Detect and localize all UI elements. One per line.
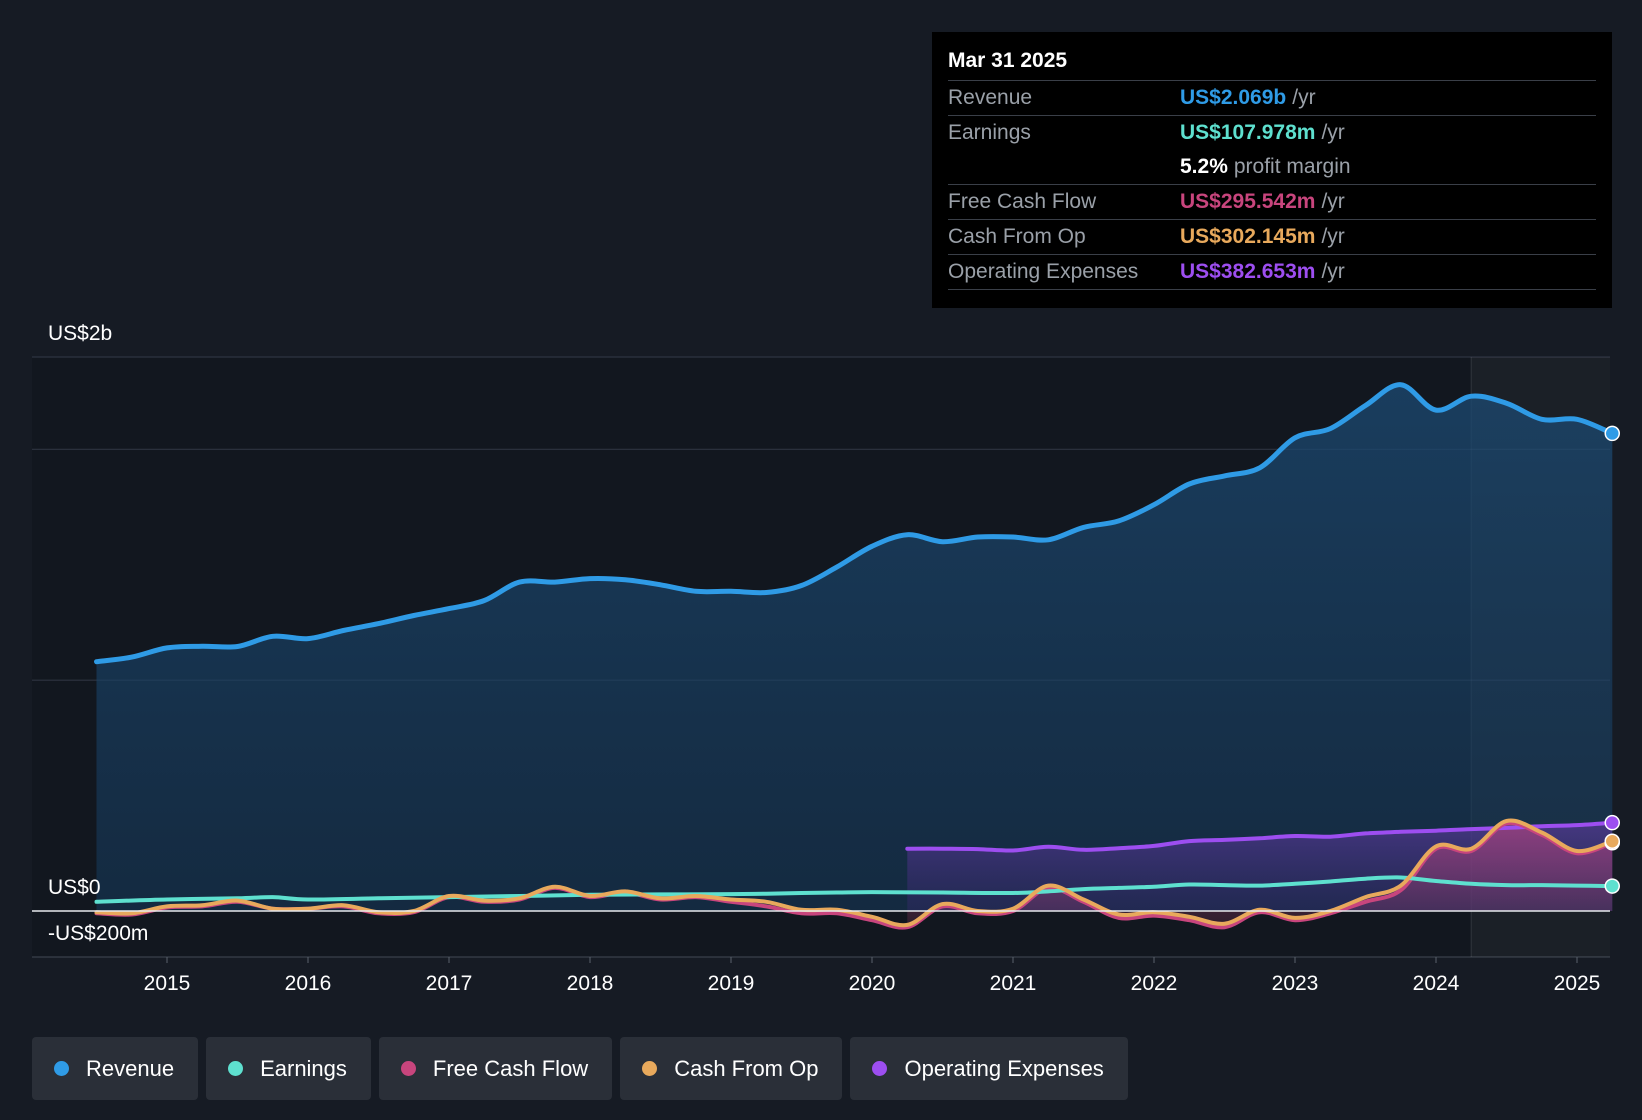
x-tick-label: 2020 [849, 972, 896, 995]
tooltip-value: US$302.145m [1180, 225, 1316, 248]
financial-chart: 2015 2016 2017 2018 2019 2020 2021 2022 2023 2024… [32, 322, 1620, 995]
earnings-endpoint [1604, 878, 1620, 894]
x-tick-label: 2023 [1272, 972, 1319, 995]
legend-label: Cash From Op [674, 1055, 819, 1081]
tooltip-label: Cash From Op [948, 225, 1086, 248]
legend-item-revenue[interactable]: Revenue [32, 1037, 199, 1100]
operating-expenses-endpoint [1604, 814, 1620, 831]
x-tick-label: 2015 [144, 972, 191, 995]
tooltip-date: Mar 31 2025 [948, 46, 1596, 81]
free-cash-flow-dot-icon [400, 1061, 416, 1076]
tooltip-unit: /yr [1292, 86, 1316, 109]
tooltip-row-earnings: Earnings US$107.978m /yr [948, 116, 1596, 150]
cash-from-op-endpoint [1604, 833, 1620, 850]
y-label-bottom: -US$200m [48, 922, 148, 945]
tooltip-value: US$382.653m [1180, 260, 1316, 283]
series-lines [94, 382, 1615, 930]
x-tick-label: 2022 [1131, 972, 1178, 995]
legend-label: Operating Expenses [904, 1055, 1104, 1081]
tooltip-row-margin: 5.2% profit margin [948, 150, 1596, 185]
tooltip-label: Earnings [948, 121, 1031, 144]
tooltip-unit: /yr [1321, 190, 1345, 213]
cash-from-op-line [94, 818, 1615, 928]
tooltip-row-cfo: Cash From Op US$302.145m /yr [948, 220, 1596, 255]
x-tick-label: 2016 [285, 972, 332, 995]
x-tick-label: 2025 [1554, 972, 1601, 995]
tooltip-value: US$295.542m [1180, 190, 1316, 213]
earnings-dot-icon [228, 1061, 244, 1076]
x-tick-label: 2019 [708, 972, 755, 995]
profit-margin-value: 5.2% [1180, 155, 1228, 178]
tooltip-row-opex: Operating Expenses US$382.653m /yr [948, 255, 1596, 290]
legend-item-earnings[interactable]: Earnings [206, 1037, 371, 1100]
revenue-area [96, 384, 1613, 911]
legend-item-cash-from-op[interactable]: Cash From Op [620, 1037, 843, 1100]
x-axis: 2015 2016 2017 2018 2019 2020 2021 2022 2023 2024… [144, 957, 1601, 995]
tooltip-label: Operating Expenses [948, 260, 1139, 283]
revenue-endpoint [1604, 425, 1620, 442]
profit-margin-text: profit margin [1233, 155, 1351, 178]
x-tick-label: 2021 [990, 972, 1037, 995]
operating-expenses-dot-icon [872, 1061, 888, 1076]
tooltip-label: Revenue [948, 86, 1033, 109]
tooltip-label: Free Cash Flow [948, 190, 1097, 213]
x-tick-label: 2017 [426, 972, 473, 995]
legend-item-operating-expenses[interactable]: Operating Expenses [850, 1037, 1128, 1100]
x-tick-label: 2018 [567, 972, 614, 995]
cash-from-op-dot-icon [642, 1061, 658, 1076]
tooltip-unit: /yr [1321, 260, 1345, 283]
earnings-line [94, 875, 1615, 904]
tooltip-row-fcf: Free Cash Flow US$295.542m /yr [948, 185, 1596, 220]
tooltip-value: US$107.978m [1180, 121, 1316, 144]
legend-label: Revenue [86, 1055, 175, 1081]
x-tick-label: 2024 [1413, 972, 1460, 995]
revenue-line [94, 382, 1615, 665]
revenue-dot-icon [54, 1061, 69, 1076]
tooltip-unit: /yr [1321, 121, 1345, 144]
tooltip-panel: Mar 31 2025 Revenue US$2.069b /yr Earnin… [932, 32, 1612, 308]
legend-label: Earnings [260, 1055, 347, 1081]
tooltip-unit: /yr [1321, 225, 1345, 248]
legend-label: Free Cash Flow [432, 1055, 589, 1081]
series-endpoints [1604, 425, 1620, 894]
tooltip-row-revenue: Revenue US$2.069b /yr [948, 81, 1596, 116]
y-label-top: US$2b [48, 322, 112, 345]
legend: Revenue Earnings Free Cash Flow Cash Fro… [32, 1037, 1128, 1100]
tooltip-value: US$2.069b [1180, 86, 1287, 109]
y-label-zero: US$0 [48, 876, 101, 899]
legend-item-free-cash-flow[interactable]: Free Cash Flow [378, 1037, 613, 1100]
